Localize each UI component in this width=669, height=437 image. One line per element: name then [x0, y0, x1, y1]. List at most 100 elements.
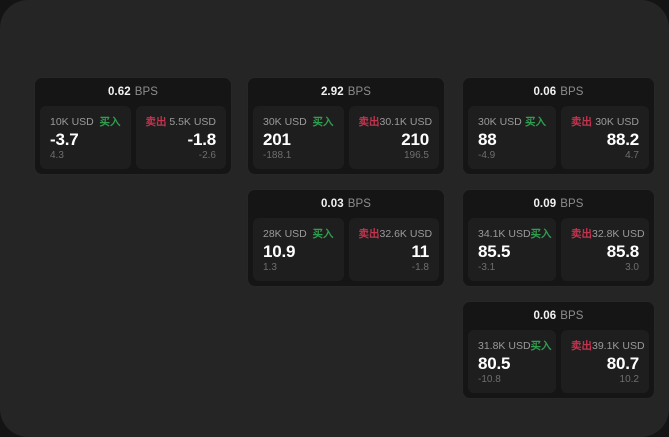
bps-unit-label: BPS	[134, 86, 159, 98]
card-sides: 10K USD 买入 -3.7 4.3 卖出 5.5K USD -1.8 -2.6	[35, 106, 231, 174]
sell-size-label: 30K USD	[595, 115, 639, 128]
sell-panel[interactable]: 卖出 30.1K USD 210 196.5	[348, 106, 439, 169]
buy-delta: 4.3	[50, 150, 64, 161]
sell-panel[interactable]: 卖出 30K USD 88.2 4.7	[561, 106, 649, 169]
buy-tag: 买入	[312, 116, 334, 128]
sell-panel-header: 卖出 5.5K USD	[145, 115, 217, 129]
buy-price: 88	[478, 129, 497, 149]
sell-size-label: 5.5K USD	[169, 115, 216, 128]
sell-panel[interactable]: 卖出 39.1K USD 80.7 10.2	[561, 330, 649, 393]
sell-size-label: 30.1K USD	[379, 115, 433, 128]
bps-unit-label: BPS	[560, 198, 584, 210]
card-sides: 30K USD 买入 88 -4.9 卖出 30K USD 88.2 4.7	[463, 106, 654, 174]
buy-tag: 买入	[99, 116, 121, 128]
buy-panel-header: 31.8K USD 买入	[478, 339, 552, 353]
bps-value: 0.09	[533, 198, 557, 210]
quote-card[interactable]: 0.03 BPS 28K USD 买入 10.9 1.3 卖出 32.6K USD 11 -1.8	[248, 190, 444, 286]
buy-price: -3.7	[50, 129, 79, 149]
quote-column: 0.62 BPS 10K USD 买入 -3.7 4.3 卖出 5.5K USD -1.8 -2.…	[35, 78, 231, 174]
sell-tag: 卖出	[358, 228, 380, 240]
buy-price: 201	[263, 129, 291, 149]
card-sides: 30K USD 买入 201 -188.1 卖出 30.1K USD 210 196.5	[248, 106, 444, 174]
sell-panel-header: 卖出 32.8K USD	[571, 227, 645, 241]
sell-tag: 卖出	[571, 340, 592, 352]
buy-size-label: 30K USD	[478, 115, 522, 128]
buy-panel[interactable]: 30K USD 买入 201 -188.1	[253, 106, 344, 169]
sell-price: 85.8	[606, 241, 639, 261]
bps-unit-label: BPS	[560, 86, 584, 98]
sell-price: 80.7	[606, 353, 639, 373]
buy-price: 80.5	[478, 353, 511, 373]
quote-card[interactable]: 2.92 BPS 30K USD 买入 201 -188.1 卖出 30.1K USD 210 1…	[248, 78, 444, 174]
sell-price: 88.2	[606, 129, 639, 149]
sell-panel[interactable]: 卖出 32.8K USD 85.8 3.0	[561, 218, 649, 281]
card-spread-header: 0.06 BPS	[463, 302, 654, 330]
card-spread-header: 0.09 BPS	[463, 190, 654, 218]
buy-delta: 1.3	[263, 262, 277, 273]
quote-column: 2.92 BPS 30K USD 买入 201 -188.1 卖出 30.1K USD 210 1…	[248, 78, 444, 286]
sell-delta: 4.7	[625, 150, 639, 161]
sell-price: 210	[401, 129, 429, 149]
sell-delta: 10.2	[619, 374, 639, 385]
card-spread-header: 0.06 BPS	[463, 78, 654, 106]
quote-card[interactable]: 0.06 BPS 31.8K USD 买入 80.5 -10.8 卖出 39.1K USD 80…	[463, 302, 654, 398]
sell-panel-header: 卖出 32.6K USD	[358, 227, 433, 241]
buy-delta: -4.9	[478, 150, 496, 161]
card-spread-header: 0.62 BPS	[35, 78, 231, 106]
sell-tag: 卖出	[571, 116, 592, 128]
bps-value: 0.06	[533, 86, 557, 98]
buy-panel[interactable]: 31.8K USD 买入 80.5 -10.8	[468, 330, 556, 393]
buy-panel-header: 10K USD 买入	[50, 115, 121, 129]
sell-delta: 196.5	[403, 150, 429, 161]
bps-unit-label: BPS	[347, 198, 372, 210]
buy-delta: -3.1	[478, 262, 496, 273]
buy-panel[interactable]: 28K USD 买入 10.9 1.3	[253, 218, 344, 281]
bps-unit-label: BPS	[347, 86, 372, 98]
card-sides: 34.1K USD 买入 85.5 -3.1 卖出 32.8K USD 85.8 3.0	[463, 218, 654, 286]
card-spread-header: 0.03 BPS	[248, 190, 444, 218]
sell-panel[interactable]: 卖出 32.6K USD 11 -1.8	[348, 218, 439, 281]
buy-size-label: 30K USD	[263, 115, 307, 128]
buy-panel[interactable]: 34.1K USD 买入 85.5 -3.1	[468, 218, 556, 281]
bps-value: 0.62	[107, 86, 131, 98]
buy-panel-header: 34.1K USD 买入	[478, 227, 552, 241]
sell-delta: -1.8	[411, 262, 429, 273]
sell-price: -1.8	[187, 129, 217, 149]
sell-tag: 卖出	[571, 228, 592, 240]
sell-panel-header: 卖出 30K USD	[571, 115, 639, 129]
sell-tag: 卖出	[358, 116, 380, 128]
buy-size-label: 34.1K USD	[478, 227, 531, 240]
bps-value: 0.06	[533, 310, 557, 322]
quote-column: 0.06 BPS 30K USD 买入 88 -4.9 卖出 30K USD 88.2 4.7 0.…	[463, 78, 654, 398]
buy-panel-header: 30K USD 买入	[478, 115, 546, 129]
sell-panel-header: 卖出 30.1K USD	[358, 115, 433, 129]
buy-size-label: 28K USD	[263, 227, 307, 240]
buy-delta: -188.1	[263, 150, 292, 161]
buy-price: 10.9	[263, 241, 296, 261]
sell-size-label: 39.1K USD	[592, 339, 645, 352]
bps-unit-label: BPS	[560, 310, 584, 322]
buy-tag: 买入	[525, 116, 546, 128]
buy-size-label: 10K USD	[50, 115, 94, 128]
sell-tag: 卖出	[145, 116, 167, 128]
quote-card[interactable]: 0.62 BPS 10K USD 买入 -3.7 4.3 卖出 5.5K USD -1.8 -2.…	[35, 78, 231, 174]
buy-panel-header: 30K USD 买入	[263, 115, 334, 129]
buy-panel[interactable]: 10K USD 买入 -3.7 4.3	[40, 106, 131, 169]
quote-card[interactable]: 0.06 BPS 30K USD 买入 88 -4.9 卖出 30K USD 88.2 4.7	[463, 78, 654, 174]
bps-value: 0.03	[320, 198, 344, 210]
buy-tag: 买入	[530, 228, 552, 240]
sell-panel-header: 卖出 39.1K USD	[571, 339, 645, 353]
sell-size-label: 32.8K USD	[592, 227, 645, 240]
buy-panel-header: 28K USD 买入	[263, 227, 334, 241]
card-sides: 28K USD 买入 10.9 1.3 卖出 32.6K USD 11 -1.8	[248, 218, 444, 286]
sell-price: 11	[411, 241, 429, 261]
buy-delta: -10.8	[478, 374, 501, 385]
buy-tag: 买入	[530, 340, 552, 352]
buy-price: 85.5	[478, 241, 511, 261]
card-spread-header: 2.92 BPS	[248, 78, 444, 106]
sell-panel[interactable]: 卖出 5.5K USD -1.8 -2.6	[135, 106, 226, 169]
buy-panel[interactable]: 30K USD 买入 88 -4.9	[468, 106, 556, 169]
quote-card[interactable]: 0.09 BPS 34.1K USD 买入 85.5 -3.1 卖出 32.8K USD 85.…	[463, 190, 654, 286]
sell-size-label: 32.6K USD	[379, 227, 433, 240]
